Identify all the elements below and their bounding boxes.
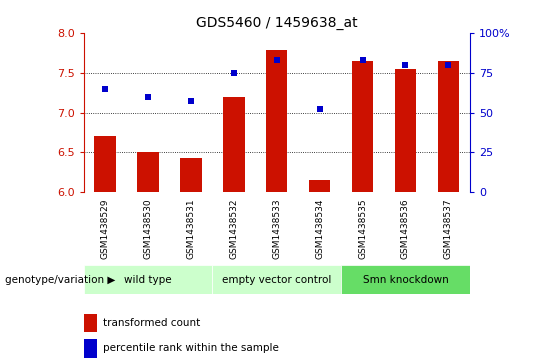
Title: GDS5460 / 1459638_at: GDS5460 / 1459638_at [196, 16, 357, 30]
Text: wild type: wild type [124, 274, 172, 285]
Text: GSM1438533: GSM1438533 [272, 198, 281, 259]
Text: Smn knockdown: Smn knockdown [362, 274, 448, 285]
Point [315, 106, 324, 112]
Text: percentile rank within the sample: percentile rank within the sample [103, 343, 279, 354]
Text: GSM1438536: GSM1438536 [401, 198, 410, 259]
Point [144, 94, 152, 99]
Bar [180, 158, 201, 192]
Point [101, 86, 110, 91]
Bar [309, 180, 330, 192]
Text: GSM1438531: GSM1438531 [186, 198, 195, 259]
Bar [84, 265, 212, 294]
Text: GSM1438537: GSM1438537 [444, 198, 453, 259]
Text: GSM1438530: GSM1438530 [144, 198, 153, 259]
Point [401, 62, 410, 68]
Bar [395, 69, 416, 192]
Bar [137, 152, 159, 192]
Point [358, 57, 367, 63]
Bar [223, 97, 245, 192]
Point [187, 98, 195, 104]
Bar [212, 265, 341, 294]
Bar [266, 50, 287, 192]
Point [273, 57, 281, 63]
Text: GSM1438529: GSM1438529 [100, 199, 110, 259]
Text: empty vector control: empty vector control [222, 274, 332, 285]
Bar [437, 61, 459, 192]
Text: genotype/variation ▶: genotype/variation ▶ [5, 274, 116, 285]
Bar [341, 265, 470, 294]
Text: transformed count: transformed count [103, 318, 200, 328]
Bar [352, 61, 373, 192]
Point [444, 62, 453, 68]
Point [230, 70, 238, 76]
Bar [94, 136, 116, 192]
Text: GSM1438535: GSM1438535 [358, 198, 367, 259]
Text: GSM1438534: GSM1438534 [315, 199, 324, 259]
Text: GSM1438532: GSM1438532 [230, 199, 238, 259]
